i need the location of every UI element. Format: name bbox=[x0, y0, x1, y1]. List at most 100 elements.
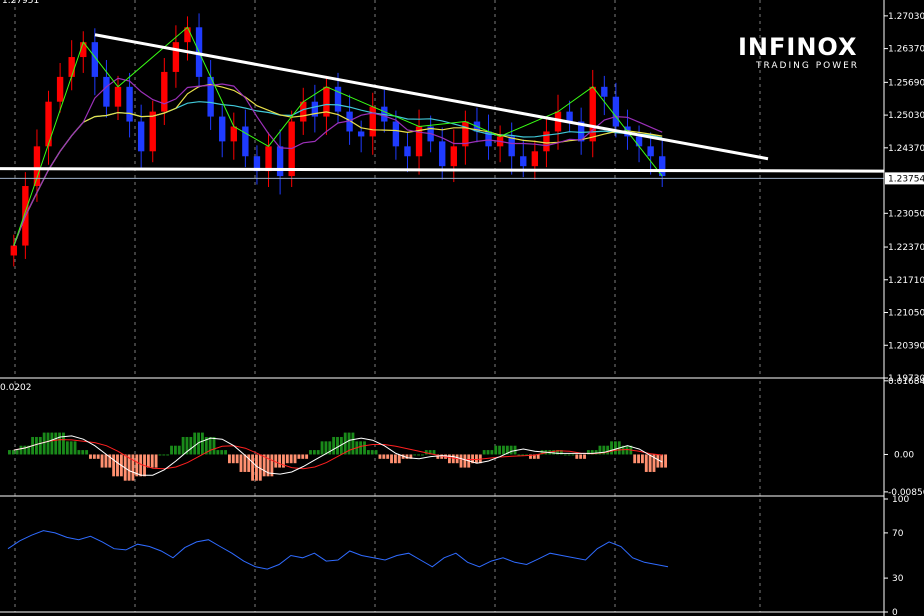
zigzag-line bbox=[13, 26, 663, 246]
macd-bar bbox=[112, 454, 116, 477]
macd-bar bbox=[301, 454, 305, 459]
macd-bar bbox=[482, 450, 486, 455]
price-tick-label: 1.26370 bbox=[888, 45, 924, 55]
candle-body bbox=[253, 156, 261, 172]
macd-bar bbox=[498, 445, 502, 455]
macd-bar bbox=[289, 454, 293, 464]
macd-bar bbox=[660, 454, 664, 468]
macd-bar bbox=[366, 450, 370, 455]
macd-bar bbox=[529, 454, 532, 459]
candle-body bbox=[56, 76, 64, 102]
macd-bar bbox=[58, 432, 62, 455]
oscillator-line bbox=[7, 530, 669, 570]
macd-bar bbox=[424, 450, 428, 455]
candle-body bbox=[126, 86, 133, 122]
macd-bar bbox=[336, 436, 339, 455]
macd-bar bbox=[262, 454, 266, 477]
macd-bar bbox=[89, 454, 92, 459]
candle-body bbox=[10, 245, 17, 256]
macd-bar bbox=[390, 454, 393, 464]
macd-bar bbox=[19, 445, 23, 455]
candle-body bbox=[323, 86, 330, 117]
oscillator-panel bbox=[7, 530, 669, 570]
macd-bar bbox=[77, 450, 81, 455]
candle-body bbox=[91, 42, 99, 77]
macd-bar bbox=[532, 454, 536, 459]
macd-bar bbox=[285, 454, 289, 464]
macd-bar bbox=[420, 454, 424, 456]
candle-body bbox=[33, 146, 41, 187]
macd-bar bbox=[428, 450, 432, 455]
macd-bar bbox=[602, 445, 606, 455]
macd-bar bbox=[297, 454, 301, 459]
macd-bar bbox=[312, 450, 316, 455]
osc-tick-label: 100 bbox=[892, 495, 909, 505]
macd-bar bbox=[606, 445, 610, 455]
macd-header: 0.0202 bbox=[0, 383, 32, 393]
current-price-label: 1.23754 bbox=[888, 174, 924, 184]
macd-bar bbox=[258, 454, 262, 481]
price-tick-label: 1.21050 bbox=[888, 309, 924, 319]
candle-body bbox=[68, 57, 75, 77]
macd-bar bbox=[62, 432, 65, 455]
macd-bar bbox=[436, 454, 440, 459]
macd-bar bbox=[243, 454, 247, 472]
macd-bar bbox=[332, 436, 336, 455]
candle-body bbox=[357, 131, 365, 137]
macd-bar bbox=[613, 441, 617, 455]
candle-body bbox=[531, 151, 539, 167]
macd-bar bbox=[583, 454, 586, 459]
macd-bar bbox=[525, 454, 529, 456]
macd-bar bbox=[397, 454, 401, 464]
macd-bar bbox=[239, 454, 243, 472]
candle-body bbox=[149, 111, 156, 152]
macd-bar bbox=[104, 454, 108, 468]
osc-tick-label: 0 bbox=[892, 608, 898, 616]
macd-bar bbox=[270, 454, 274, 477]
macd-bar bbox=[108, 454, 112, 468]
logo-wordmark: INFINOX bbox=[738, 33, 858, 61]
macd-tick-label: -0.00856 bbox=[888, 488, 924, 498]
candle-body bbox=[450, 146, 457, 167]
candle-body bbox=[392, 121, 400, 147]
candle-body bbox=[346, 111, 353, 132]
macd-bar bbox=[517, 454, 521, 456]
macd-bar bbox=[393, 454, 397, 464]
macd-bar bbox=[35, 436, 38, 455]
macd-bar bbox=[656, 454, 660, 468]
price-panel-header: 1.27951 bbox=[2, 0, 39, 6]
macd-bar bbox=[448, 454, 451, 464]
macd-bar bbox=[459, 454, 463, 468]
macd-bar bbox=[23, 445, 27, 455]
macd-bar bbox=[216, 450, 220, 455]
macd-bar bbox=[166, 454, 170, 456]
macd-bar bbox=[173, 445, 177, 455]
macd-bar bbox=[212, 436, 216, 455]
candle-body bbox=[103, 76, 110, 107]
price-tick-label: 1.25030 bbox=[888, 111, 924, 121]
macd-bar bbox=[386, 454, 390, 459]
macd-bar bbox=[247, 454, 251, 472]
macd-bar bbox=[370, 450, 374, 455]
price-tick-label: 1.21710 bbox=[888, 276, 924, 286]
macd-bar bbox=[575, 454, 579, 459]
candle-body bbox=[659, 156, 666, 177]
macd-bar bbox=[521, 454, 525, 456]
macd-bar bbox=[351, 432, 355, 455]
macd-bar bbox=[471, 454, 475, 464]
macd-bar bbox=[274, 454, 278, 468]
candle-body bbox=[276, 146, 284, 177]
macd-bar bbox=[81, 450, 85, 455]
macd-bar bbox=[475, 454, 478, 464]
macd-bar bbox=[382, 454, 386, 459]
macd-tick-label: 0.01684 bbox=[888, 377, 924, 387]
macd-bar bbox=[181, 436, 185, 455]
macd-signal-white bbox=[13, 435, 663, 476]
macd-bar bbox=[200, 432, 204, 455]
macd-bar bbox=[328, 441, 332, 455]
price-tick-label: 1.24370 bbox=[888, 144, 924, 154]
macd-bar bbox=[189, 436, 193, 455]
candle-body bbox=[114, 86, 122, 107]
macd-bar bbox=[100, 454, 104, 468]
